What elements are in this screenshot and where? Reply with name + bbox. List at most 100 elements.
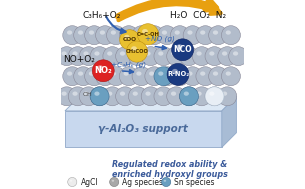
Ellipse shape bbox=[221, 26, 240, 45]
Text: Sn species: Sn species bbox=[174, 177, 215, 187]
Ellipse shape bbox=[196, 51, 202, 56]
Text: COO: COO bbox=[123, 37, 137, 42]
Ellipse shape bbox=[179, 87, 199, 106]
Ellipse shape bbox=[145, 51, 151, 56]
Ellipse shape bbox=[70, 180, 72, 182]
Ellipse shape bbox=[172, 39, 194, 61]
Ellipse shape bbox=[171, 51, 176, 56]
Ellipse shape bbox=[183, 67, 202, 86]
Ellipse shape bbox=[85, 26, 104, 45]
Polygon shape bbox=[222, 96, 236, 147]
Ellipse shape bbox=[162, 177, 171, 187]
Ellipse shape bbox=[184, 51, 189, 56]
Ellipse shape bbox=[83, 51, 89, 56]
Ellipse shape bbox=[171, 91, 176, 96]
Ellipse shape bbox=[95, 67, 115, 86]
Ellipse shape bbox=[107, 51, 112, 56]
Text: NO+O₂: NO+O₂ bbox=[63, 55, 95, 64]
Text: C=C-OH: C=C-OH bbox=[137, 32, 160, 37]
Ellipse shape bbox=[233, 51, 238, 56]
Ellipse shape bbox=[162, 30, 167, 35]
Text: Regulated redox ability &
enriched hydroxyl groups: Regulated redox ability & enriched hydro… bbox=[112, 160, 228, 179]
Ellipse shape bbox=[106, 26, 126, 45]
Ellipse shape bbox=[97, 65, 103, 70]
Ellipse shape bbox=[95, 26, 115, 45]
Ellipse shape bbox=[133, 91, 138, 96]
Ellipse shape bbox=[192, 47, 211, 66]
Ellipse shape bbox=[63, 26, 82, 45]
Polygon shape bbox=[65, 96, 236, 111]
Ellipse shape bbox=[107, 91, 112, 96]
Ellipse shape bbox=[73, 91, 78, 96]
Ellipse shape bbox=[177, 44, 182, 49]
Ellipse shape bbox=[229, 47, 248, 66]
Text: H₂O  CO₂  N₂: H₂O CO₂ N₂ bbox=[170, 11, 226, 20]
Ellipse shape bbox=[209, 91, 214, 96]
Ellipse shape bbox=[68, 47, 87, 66]
Text: R-NO₂: R-NO₂ bbox=[167, 71, 189, 77]
Text: +NO (g): +NO (g) bbox=[145, 36, 175, 43]
Ellipse shape bbox=[116, 47, 135, 66]
Ellipse shape bbox=[222, 51, 227, 56]
Ellipse shape bbox=[119, 26, 138, 45]
Ellipse shape bbox=[73, 51, 78, 56]
Ellipse shape bbox=[68, 87, 87, 106]
Ellipse shape bbox=[94, 51, 99, 56]
Ellipse shape bbox=[222, 91, 227, 96]
Ellipse shape bbox=[85, 67, 104, 86]
Ellipse shape bbox=[62, 91, 67, 96]
Ellipse shape bbox=[68, 177, 77, 187]
Ellipse shape bbox=[100, 71, 105, 76]
Ellipse shape bbox=[136, 71, 142, 76]
Ellipse shape bbox=[154, 47, 173, 66]
Ellipse shape bbox=[89, 71, 94, 76]
Ellipse shape bbox=[120, 91, 125, 96]
Ellipse shape bbox=[184, 91, 189, 96]
Ellipse shape bbox=[192, 87, 211, 106]
Ellipse shape bbox=[120, 30, 140, 50]
Ellipse shape bbox=[128, 87, 147, 106]
Text: CH₂COO: CH₂COO bbox=[126, 49, 149, 54]
Ellipse shape bbox=[209, 67, 228, 86]
Ellipse shape bbox=[92, 60, 114, 82]
Ellipse shape bbox=[94, 91, 99, 96]
Ellipse shape bbox=[218, 87, 237, 106]
Ellipse shape bbox=[128, 47, 147, 66]
Ellipse shape bbox=[90, 87, 109, 106]
Ellipse shape bbox=[221, 67, 240, 86]
Ellipse shape bbox=[136, 30, 142, 35]
Ellipse shape bbox=[209, 51, 214, 56]
Ellipse shape bbox=[100, 30, 105, 35]
Ellipse shape bbox=[67, 71, 72, 76]
Ellipse shape bbox=[158, 67, 177, 86]
Ellipse shape bbox=[205, 87, 224, 106]
Text: Ag species: Ag species bbox=[122, 177, 163, 187]
Ellipse shape bbox=[149, 71, 154, 76]
Polygon shape bbox=[65, 111, 222, 147]
Ellipse shape bbox=[154, 87, 173, 106]
Ellipse shape bbox=[124, 35, 130, 39]
Ellipse shape bbox=[109, 177, 119, 187]
Ellipse shape bbox=[62, 51, 67, 56]
Ellipse shape bbox=[83, 91, 89, 96]
Ellipse shape bbox=[78, 71, 83, 76]
Ellipse shape bbox=[78, 30, 83, 35]
Ellipse shape bbox=[200, 30, 205, 35]
Text: +C₃H₆ (g): +C₃H₆ (g) bbox=[111, 61, 146, 68]
Ellipse shape bbox=[63, 67, 82, 86]
Ellipse shape bbox=[124, 30, 129, 35]
Ellipse shape bbox=[57, 47, 76, 66]
Ellipse shape bbox=[183, 26, 202, 45]
Ellipse shape bbox=[149, 30, 154, 35]
Ellipse shape bbox=[57, 87, 76, 106]
Ellipse shape bbox=[205, 87, 224, 106]
Ellipse shape bbox=[158, 51, 163, 56]
Ellipse shape bbox=[167, 87, 186, 106]
Text: NCO: NCO bbox=[173, 45, 192, 54]
Ellipse shape bbox=[74, 67, 93, 86]
Ellipse shape bbox=[67, 30, 72, 35]
Ellipse shape bbox=[187, 30, 192, 35]
Ellipse shape bbox=[103, 87, 122, 106]
Ellipse shape bbox=[131, 46, 137, 51]
Ellipse shape bbox=[94, 91, 99, 96]
